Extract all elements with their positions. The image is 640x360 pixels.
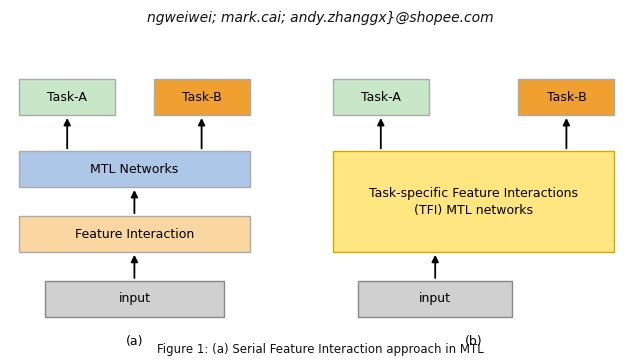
FancyBboxPatch shape [333, 151, 614, 252]
FancyBboxPatch shape [518, 79, 614, 115]
Text: Task-A: Task-A [361, 91, 401, 104]
FancyBboxPatch shape [19, 151, 250, 187]
Text: Task-B: Task-B [547, 91, 586, 104]
Text: MTL Networks: MTL Networks [90, 163, 179, 176]
Text: Task-specific Feature Interactions
(TFI) MTL networks: Task-specific Feature Interactions (TFI)… [369, 186, 578, 217]
FancyBboxPatch shape [154, 79, 250, 115]
FancyBboxPatch shape [358, 281, 512, 317]
Text: Task-B: Task-B [182, 91, 221, 104]
Text: Task-A: Task-A [47, 91, 87, 104]
Text: Figure 1: (a) Serial Feature Interaction approach in MTL: Figure 1: (a) Serial Feature Interaction… [157, 343, 483, 356]
Text: ngweiwei; mark.cai; andy.zhanggx}@shopee.com: ngweiwei; mark.cai; andy.zhanggx}@shopee… [147, 11, 493, 25]
Text: (a): (a) [125, 336, 143, 348]
Text: (b): (b) [465, 336, 483, 348]
Text: input: input [118, 292, 150, 305]
FancyBboxPatch shape [45, 281, 224, 317]
Text: Feature Interaction: Feature Interaction [75, 228, 194, 240]
Text: input: input [419, 292, 451, 305]
FancyBboxPatch shape [19, 79, 115, 115]
FancyBboxPatch shape [19, 216, 250, 252]
FancyBboxPatch shape [333, 79, 429, 115]
